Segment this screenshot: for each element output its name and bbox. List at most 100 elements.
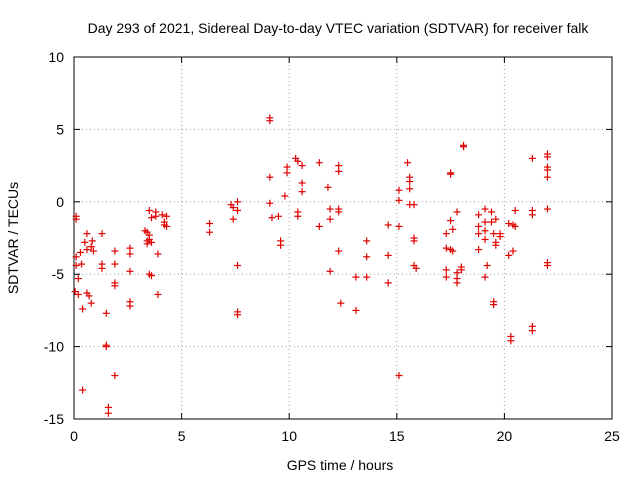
- data-point: [481, 205, 489, 213]
- data-point: [281, 192, 289, 200]
- data-point: [154, 250, 162, 258]
- data-point: [298, 162, 306, 170]
- data-point: [234, 311, 242, 319]
- data-point: [163, 212, 171, 220]
- data-point: [315, 159, 323, 167]
- data-point: [89, 247, 97, 255]
- data-point: [475, 222, 483, 230]
- y-tick-label: 0: [56, 194, 64, 210]
- chart-title: Day 293 of 2021, Sidereal Day-to-day VTE…: [88, 20, 590, 36]
- data-point: [126, 302, 134, 310]
- y-tick-label: 10: [48, 49, 64, 65]
- data-point: [483, 262, 491, 270]
- data-point: [460, 143, 468, 151]
- data-point: [266, 114, 274, 122]
- data-point: [442, 244, 450, 252]
- x-tick-label: 25: [604, 428, 620, 444]
- data-point: [352, 306, 360, 314]
- data-point: [352, 273, 360, 281]
- data-point: [511, 222, 519, 230]
- data-point: [98, 230, 106, 238]
- data-point: [102, 343, 110, 351]
- data-point: [326, 267, 334, 275]
- data-point: [395, 186, 403, 194]
- data-point: [326, 215, 334, 223]
- data-point: [449, 247, 457, 255]
- data-point: [395, 196, 403, 204]
- data-point: [363, 253, 371, 261]
- data-point: [543, 173, 551, 181]
- data-point: [234, 262, 242, 270]
- x-tick-label: 20: [497, 428, 513, 444]
- data-point: [337, 299, 345, 307]
- y-axis-label: SDTVAR / TECUs: [5, 182, 21, 294]
- data-point: [475, 246, 483, 254]
- data-point: [206, 220, 214, 228]
- data-point: [229, 215, 237, 223]
- data-point: [363, 237, 371, 245]
- y-tick-label: -5: [52, 266, 65, 282]
- data-point: [154, 290, 162, 298]
- data-point: [266, 199, 274, 207]
- data-point: [74, 290, 82, 298]
- data-point: [126, 267, 134, 275]
- data-point: [143, 240, 151, 248]
- data-point: [335, 208, 343, 216]
- data-point: [453, 208, 461, 216]
- data-point: [490, 301, 498, 309]
- data-point: [111, 282, 119, 290]
- data-point: [147, 238, 155, 246]
- data-point: [294, 157, 302, 165]
- data-point: [335, 167, 343, 175]
- data-point: [481, 227, 489, 235]
- data-point: [511, 206, 519, 214]
- data-point: [528, 327, 536, 335]
- data-point: [83, 230, 91, 238]
- data-point: [315, 222, 323, 230]
- data-point: [102, 309, 110, 317]
- data-point: [206, 228, 214, 236]
- data-point: [410, 201, 418, 209]
- data-point: [447, 217, 455, 225]
- data-point: [81, 238, 89, 246]
- data-point: [85, 292, 93, 300]
- data-point: [481, 235, 489, 243]
- data-points: [71, 114, 551, 417]
- data-point: [158, 211, 166, 219]
- data-point: [490, 230, 498, 238]
- data-point: [384, 279, 392, 287]
- data-point: [324, 183, 332, 191]
- y-tick-label: -10: [44, 339, 64, 355]
- data-point: [384, 221, 392, 229]
- data-point: [234, 198, 242, 206]
- data-point: [83, 246, 91, 254]
- data-point: [447, 170, 455, 178]
- data-point: [87, 243, 95, 251]
- x-tick-label: 0: [70, 428, 78, 444]
- data-point: [543, 205, 551, 213]
- data-point: [543, 163, 551, 171]
- data-point: [457, 266, 465, 274]
- data-point: [72, 262, 80, 270]
- data-point: [505, 220, 513, 228]
- data-point: [410, 237, 418, 245]
- x-tick-label: 15: [389, 428, 405, 444]
- data-point: [152, 212, 160, 220]
- data-point: [528, 154, 536, 162]
- data-point: [111, 247, 119, 255]
- data-point: [283, 169, 291, 177]
- data-point: [87, 299, 95, 307]
- data-point: [72, 253, 80, 261]
- data-point: [492, 215, 500, 223]
- data-point: [442, 266, 450, 274]
- data-point: [74, 275, 82, 283]
- data-point: [78, 260, 86, 268]
- data-point: [395, 372, 403, 380]
- x-tick-label: 5: [178, 428, 186, 444]
- data-point: [145, 206, 153, 214]
- y-tick-label: 5: [56, 121, 64, 137]
- x-tick-label: 10: [281, 428, 297, 444]
- data-point: [487, 208, 495, 216]
- data-point: [298, 179, 306, 187]
- data-point: [363, 273, 371, 281]
